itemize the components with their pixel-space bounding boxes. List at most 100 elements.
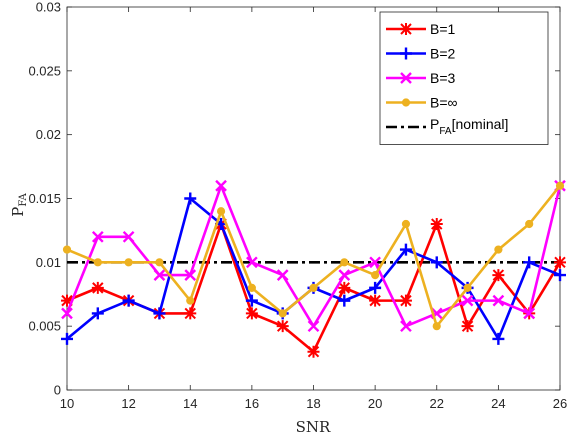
data-point — [461, 294, 474, 307]
data-point — [155, 258, 164, 267]
data-point — [525, 219, 534, 229]
data-point — [61, 294, 73, 307]
data-point — [463, 283, 472, 292]
data-point — [93, 258, 102, 267]
data-point — [124, 258, 133, 267]
legend-label-sub: FA — [439, 126, 452, 137]
data-point — [492, 294, 505, 307]
legend-item: B=2 — [386, 46, 456, 62]
y-tick-label: 0.005 — [28, 319, 61, 334]
data-point — [276, 320, 289, 333]
data-point — [338, 294, 351, 307]
data-point — [246, 256, 258, 269]
x-tick-label: 14 — [183, 396, 197, 411]
y-axis-title-subscript: FA — [18, 193, 29, 207]
legend-label: B=∞ — [430, 95, 458, 111]
legend-label-main: P — [430, 116, 439, 132]
y-axis-title-group: PFA — [9, 193, 29, 217]
data-point — [153, 269, 166, 281]
legend-marker — [401, 98, 411, 107]
data-point — [461, 320, 474, 333]
x-tick-label: 26 — [553, 396, 567, 411]
data-point — [523, 307, 536, 320]
data-point — [247, 283, 256, 292]
legend-item: B=∞ — [386, 95, 458, 111]
x-tick-label: 16 — [245, 396, 259, 411]
data-point — [61, 307, 73, 320]
legend-item: B=1 — [386, 21, 456, 37]
data-point — [307, 345, 320, 358]
data-point — [430, 218, 443, 231]
x-tick-label: 18 — [306, 396, 320, 411]
data-point — [184, 307, 197, 320]
legend-marker — [400, 72, 412, 84]
data-point — [91, 230, 104, 243]
legend-label: B=2 — [430, 46, 456, 62]
data-point — [61, 332, 73, 345]
legend-item: PFA[nominal] — [386, 116, 508, 137]
data-point — [122, 294, 135, 307]
data-point — [338, 281, 351, 294]
x-tick-label: 24 — [491, 396, 505, 411]
data-point — [494, 245, 503, 254]
data-point — [523, 256, 536, 269]
legend-label-nominal: PFA[nominal] — [430, 116, 508, 137]
y-tick-label: 0 — [54, 383, 61, 398]
data-point — [184, 192, 197, 205]
y-axis-title-main: P — [9, 207, 27, 217]
data-point — [245, 307, 258, 320]
y-tick-label: 0.025 — [28, 63, 61, 78]
data-point — [555, 181, 565, 190]
x-axis-title: SNR — [296, 418, 331, 436]
data-point — [338, 269, 351, 281]
legend-label: B=3 — [430, 70, 456, 86]
x-tick-label: 20 — [368, 396, 382, 411]
y-axis-title: PFA — [9, 193, 29, 217]
data-point — [276, 269, 289, 281]
data-point — [278, 309, 287, 318]
data-point — [369, 294, 382, 307]
series-4 — [62, 181, 565, 331]
data-point — [430, 256, 443, 269]
data-point — [309, 283, 318, 292]
data-point — [307, 320, 320, 333]
data-point — [215, 179, 227, 192]
data-point — [186, 296, 195, 305]
data-point — [399, 294, 412, 307]
data-point — [91, 281, 104, 294]
data-point — [554, 256, 566, 269]
legend: B=1 B=2 B=3 B=∞ PFA[nominal] — [379, 11, 549, 145]
data-point — [184, 269, 197, 281]
data-point — [340, 258, 349, 267]
y-tick-label: 0.01 — [36, 255, 61, 270]
data-point — [216, 207, 226, 216]
data-point — [400, 320, 412, 333]
legend-label: B=1 — [430, 21, 456, 37]
data-point — [371, 271, 380, 280]
legend-label-suffix: [nominal] — [452, 116, 509, 132]
y-tick-label: 0.03 — [36, 0, 61, 15]
legend-marker — [400, 47, 412, 60]
data-point — [369, 281, 382, 294]
data-point — [153, 307, 166, 320]
x-tick-label: 12 — [121, 396, 135, 411]
y-tick-label: 0.015 — [28, 191, 61, 206]
data-point — [492, 269, 505, 282]
data-point — [122, 230, 135, 243]
data-point — [399, 243, 412, 256]
legend-marker — [400, 23, 412, 35]
data-point — [369, 256, 381, 269]
legend-item: B=3 — [386, 70, 456, 86]
y-tick-label: 0.02 — [36, 127, 61, 142]
data-point — [432, 322, 441, 331]
data-point — [245, 294, 258, 307]
data-point — [554, 269, 566, 282]
data-point — [91, 307, 104, 320]
series-layer — [61, 179, 566, 358]
x-tick-label: 10 — [60, 396, 74, 411]
data-point — [62, 245, 72, 254]
x-tick-label: 22 — [430, 396, 444, 411]
data-point — [401, 219, 411, 229]
